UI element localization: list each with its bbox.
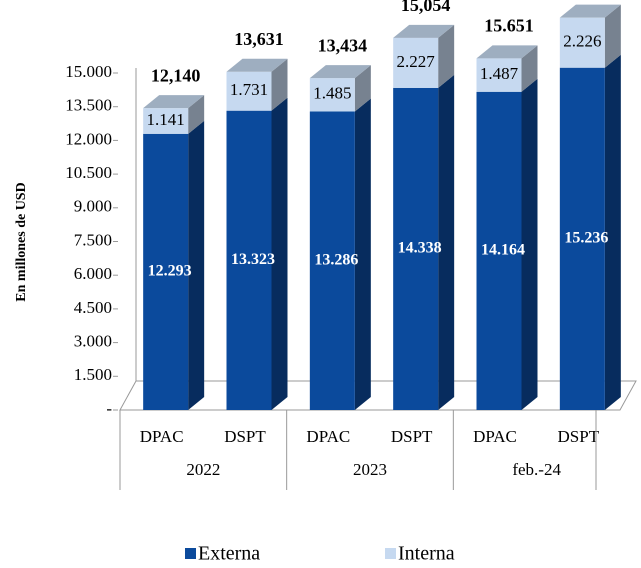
y-tick-label: 7.500 bbox=[74, 230, 112, 249]
value-label: 13.323 bbox=[231, 251, 275, 268]
value-label: 2.227 bbox=[397, 52, 436, 71]
total-label: 15.651 bbox=[484, 15, 534, 35]
y-tick-label: 6.000 bbox=[74, 264, 112, 283]
x-tick-label: DPAC bbox=[473, 427, 517, 446]
bar-side bbox=[438, 74, 455, 411]
value-label: 1.485 bbox=[313, 84, 351, 103]
bar bbox=[559, 17, 605, 68]
bar-top bbox=[309, 65, 371, 79]
y-tick-label: - bbox=[106, 399, 112, 418]
bar-side bbox=[354, 65, 371, 112]
bar-top bbox=[476, 45, 538, 59]
value-label: 2.226 bbox=[563, 32, 601, 51]
y-tick-label: 3.000 bbox=[74, 332, 112, 351]
x-tick-label: DSPT bbox=[558, 427, 600, 446]
bar-side bbox=[188, 95, 205, 134]
x-tick-label: DSPT bbox=[391, 427, 433, 446]
value-label: 15.236 bbox=[564, 230, 608, 247]
value-label: 14.164 bbox=[481, 242, 525, 259]
bar-side bbox=[271, 97, 288, 410]
total-label: 13,631 bbox=[234, 29, 284, 49]
y-tick-label: 10.500 bbox=[65, 163, 112, 182]
x-tick-label: DPAC bbox=[140, 427, 184, 446]
bar-side bbox=[604, 4, 621, 68]
bar-side bbox=[271, 58, 288, 111]
group-label: feb.-24 bbox=[512, 460, 561, 479]
x-tick-label: DSPT bbox=[224, 427, 266, 446]
bar bbox=[226, 110, 272, 410]
bar bbox=[226, 71, 272, 111]
bar-side bbox=[188, 120, 205, 411]
value-label: 12.293 bbox=[148, 263, 192, 280]
y-tick-label: 4.500 bbox=[74, 298, 112, 317]
bar bbox=[309, 78, 355, 112]
total-label: 12,140 bbox=[151, 65, 201, 85]
bar bbox=[143, 108, 189, 134]
bar-side bbox=[521, 45, 538, 92]
bar bbox=[559, 67, 605, 410]
bar bbox=[393, 87, 439, 411]
bar-top bbox=[226, 58, 288, 72]
bar-side bbox=[521, 78, 538, 410]
y-axis-label: En millones de USD bbox=[14, 182, 29, 301]
bar bbox=[476, 91, 522, 410]
bar-top bbox=[143, 95, 205, 109]
y-tick-label: 1.500 bbox=[74, 365, 112, 384]
bar-side bbox=[354, 98, 371, 410]
y-tick-label: 12.000 bbox=[65, 129, 112, 148]
bar-top bbox=[393, 24, 455, 38]
value-label: 1.141 bbox=[147, 110, 185, 129]
value-label: 1.731 bbox=[230, 80, 268, 99]
bar bbox=[476, 58, 522, 92]
bar-side bbox=[438, 24, 455, 88]
legend-label: Externa bbox=[198, 543, 260, 565]
y-tick-label: 15.000 bbox=[65, 62, 112, 81]
bar-top bbox=[559, 4, 621, 18]
value-label: 14.338 bbox=[398, 240, 442, 257]
legend-label: Interna bbox=[398, 543, 455, 565]
legend-swatch bbox=[185, 548, 196, 559]
group-label: 2023 bbox=[353, 460, 387, 479]
value-label: 13.286 bbox=[314, 251, 358, 268]
bar-side bbox=[604, 54, 621, 410]
group-label: 2022 bbox=[186, 460, 220, 479]
total-label: 13,434 bbox=[318, 35, 368, 55]
x-tick-label: DPAC bbox=[306, 427, 350, 446]
y-tick-label: 13.500 bbox=[65, 96, 112, 115]
total-label: 15,054 bbox=[401, 0, 451, 15]
value-label: 1.487 bbox=[480, 64, 519, 83]
legend-swatch bbox=[385, 548, 396, 559]
bar bbox=[309, 111, 355, 410]
bar bbox=[393, 37, 439, 88]
bar bbox=[143, 133, 189, 410]
y-tick-label: 9.000 bbox=[74, 197, 112, 216]
